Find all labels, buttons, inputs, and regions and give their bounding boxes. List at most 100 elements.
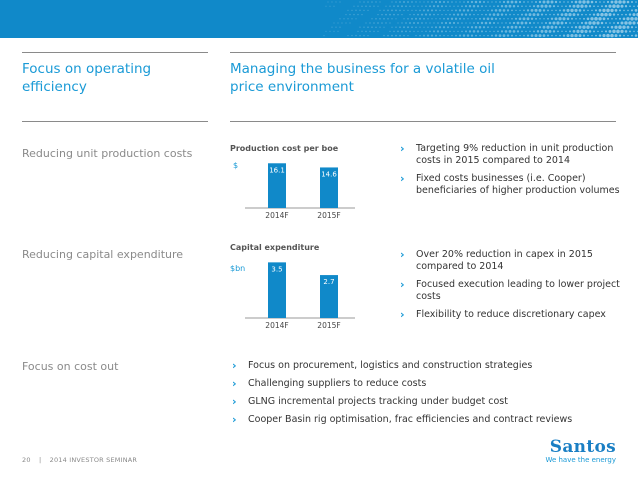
pattern-dot [570, 33, 574, 38]
pattern-dot [484, 21, 488, 25]
pattern-dot [507, 18, 509, 20]
pattern-dot [584, 29, 588, 33]
pattern-dot [401, 5, 403, 8]
pattern-dot [417, 13, 419, 16]
pattern-dot [620, 29, 624, 34]
pattern-dot [446, 17, 450, 20]
pattern-dot [339, 26, 341, 28]
pattern-dot [538, 34, 542, 38]
pattern-dot [423, 9, 425, 12]
pattern-dot [357, 13, 359, 16]
pattern-dot [355, 9, 357, 12]
pattern-dot [601, 5, 603, 8]
pattern-dot [590, 0, 594, 4]
pattern-dot [487, 1, 489, 3]
pattern-dot [353, 13, 355, 16]
pattern-dot [583, 9, 585, 12]
pattern-dot [570, 8, 574, 13]
chevron-right-icon: › [400, 308, 405, 321]
footer-separator: | [38, 456, 42, 464]
pattern-dot [542, 0, 546, 4]
pattern-dot [470, 9, 474, 12]
pattern-dot [499, 26, 501, 28]
pattern-dot [415, 34, 417, 37]
pattern-dot [598, 9, 602, 12]
pattern-dot [521, 13, 523, 16]
pattern-dot [407, 9, 409, 12]
pattern-dot [353, 5, 355, 7]
pattern-dot [449, 5, 451, 7]
pattern-dot [523, 9, 525, 12]
pattern-dot [479, 17, 481, 20]
pattern-dot [561, 30, 563, 33]
header-band [0, 0, 638, 38]
pattern-dot [548, 21, 552, 25]
pattern-dot [511, 17, 513, 20]
pattern-dot [532, 5, 536, 8]
pattern-dot [415, 17, 417, 20]
chevron-right-icon: › [400, 278, 405, 291]
pattern-dot [582, 34, 586, 37]
pattern-dot [576, 4, 580, 8]
pattern-dot [441, 5, 443, 8]
pattern-dot [529, 30, 531, 33]
pattern-dot [548, 4, 552, 8]
pattern-dot [629, 30, 631, 33]
pattern-dot [441, 13, 443, 16]
pattern-dot [523, 1, 525, 3]
pattern-dot [490, 9, 494, 12]
pattern-dot [614, 9, 618, 12]
pattern-dot [554, 25, 558, 29]
pattern-dot [588, 21, 592, 25]
pattern-dot [389, 5, 391, 7]
pattern-dot [498, 34, 502, 37]
pattern-dot [578, 25, 582, 29]
pattern-dot [616, 29, 620, 34]
pattern-dot [403, 34, 405, 37]
pattern-dot [559, 1, 561, 3]
pattern-dot [626, 0, 630, 4]
pattern-dot [608, 4, 612, 8]
pattern-dot [399, 1, 401, 3]
pattern-dot [586, 25, 590, 29]
pattern-dot [517, 13, 519, 16]
list-item: › Targeting 9% reduction in unit producti… [400, 143, 620, 167]
pattern-dot [450, 17, 454, 20]
pattern-dot [501, 22, 503, 24]
pattern-dot [613, 22, 615, 24]
pattern-dot [581, 13, 583, 16]
pattern-dot [516, 30, 520, 33]
pattern-dot [593, 5, 595, 8]
pattern-dot [373, 22, 375, 24]
pattern-dot [550, 17, 554, 20]
dot-pattern [323, 0, 638, 38]
pattern-dot [514, 25, 518, 29]
pattern-dot [455, 1, 457, 3]
pattern-dot [375, 18, 377, 20]
pattern-dot [513, 13, 515, 16]
pattern-dot [481, 13, 483, 16]
pattern-dot [506, 0, 510, 4]
pattern-dot [552, 21, 556, 25]
pattern-dot [361, 13, 363, 16]
pattern-dot [415, 1, 417, 3]
pattern-dot [511, 9, 513, 12]
pattern-dot [435, 26, 437, 29]
tick-label: 2014F [265, 211, 288, 220]
pattern-dot [552, 5, 556, 8]
pattern-dot [620, 4, 624, 8]
pattern-dot [341, 22, 343, 24]
pattern-dot [436, 5, 440, 8]
pattern-dot [415, 9, 417, 12]
right-column-title: Managing the business for a volatile oil… [230, 60, 616, 96]
pattern-dot [434, 0, 438, 4]
pattern-dot [413, 22, 415, 24]
pattern-dot [487, 34, 489, 37]
pattern-dot [519, 34, 521, 37]
pattern-dot [476, 21, 480, 25]
pattern-dot [481, 5, 483, 8]
pattern-dot [562, 17, 566, 21]
pattern-dot [533, 30, 535, 33]
pattern-dot [413, 13, 415, 16]
pattern-dot [630, 9, 634, 12]
